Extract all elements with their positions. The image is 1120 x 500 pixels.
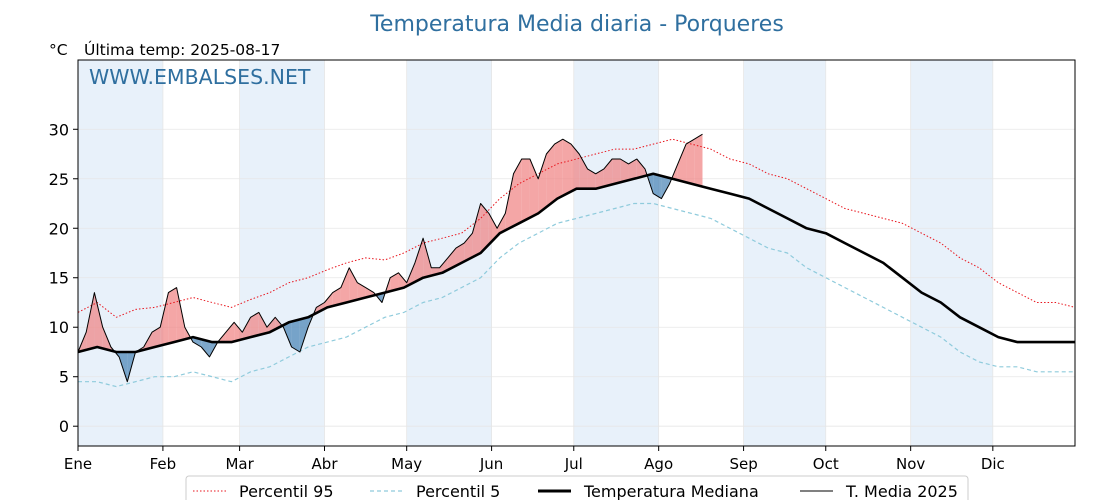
above-median-fill [447, 248, 456, 270]
above-median-fill [554, 139, 563, 201]
above-median-fill [234, 322, 243, 342]
above-median-fill [390, 272, 399, 292]
above-median-fill [340, 267, 350, 304]
above-median-fill [603, 158, 613, 187]
legend-p95-label: Percentil 95 [239, 482, 334, 500]
below-median-fill [201, 339, 210, 357]
above-median-fill [686, 139, 695, 185]
above-median-fill [168, 287, 177, 344]
above-median-fill [587, 168, 596, 189]
above-median-fill [242, 317, 251, 340]
y-tick-label: 20 [49, 219, 69, 238]
month-bands [78, 60, 993, 446]
above-median-fill [612, 158, 621, 185]
above-median-fill [628, 158, 637, 181]
p5-line [78, 202, 1075, 388]
x-tick-label-dic: Dic [981, 455, 1005, 473]
month-band-sep [743, 60, 826, 446]
legend-p5-label: Percentil 5 [416, 482, 500, 500]
above-median-fill [94, 292, 103, 349]
below-median-fill [291, 319, 300, 352]
above-median-fill [414, 238, 424, 282]
legend: Percentil 95 Percentil 5 Temperatura Med… [185, 475, 969, 500]
above-median-fill [571, 144, 580, 192]
x-tick-label-sep: Sep [729, 455, 757, 473]
below-median-fill [661, 175, 670, 199]
anomaly-fills [78, 134, 703, 382]
y-tick-label: 5 [59, 368, 69, 387]
chart-title: Temperatura Media diaria - Porqueres [369, 12, 784, 37]
last-temp-label: Última temp: 2025-08-17 [84, 40, 280, 59]
y-tick-label: 0 [59, 417, 69, 436]
plot-frame [77, 59, 1076, 447]
above-median-fill [398, 272, 407, 290]
above-median-fill [538, 154, 547, 214]
p95-line [77, 138, 1076, 318]
above-median-fill [86, 292, 95, 350]
above-median-fill [546, 144, 555, 208]
x-tick-label-ene: Ene [64, 455, 92, 473]
above-median-fill [579, 154, 588, 189]
above-median-fill [455, 243, 465, 266]
month-band-ene [78, 60, 163, 446]
above-median-fill [349, 267, 358, 302]
below-median-fill [653, 173, 662, 199]
grid-lines [77, 60, 1075, 446]
below-median-fill [299, 317, 309, 352]
x-tick-label-jun: Jun [479, 455, 503, 473]
y-tick-label: 30 [49, 120, 69, 139]
month-band-mar [239, 60, 325, 446]
above-median-fill [258, 312, 267, 336]
above-median-fill [151, 327, 161, 348]
above-median-fill [480, 203, 489, 253]
month-band-jul [573, 60, 659, 446]
x-axis: Ene Feb Mar Abr May Jun Jul Ago Sep Oct Nov Dic [64, 446, 1005, 473]
above-median-fill [513, 158, 522, 227]
unit-label: °C [49, 41, 68, 59]
x-tick-label-mar: Mar [225, 455, 254, 473]
legend-box [185, 475, 969, 500]
above-median-fill [160, 292, 169, 346]
above-median-fill [225, 322, 235, 343]
y-axis: 0 5 10 15 20 25 30 [49, 120, 78, 436]
above-median-fill [316, 302, 325, 314]
below-median-fill [283, 321, 292, 348]
x-tick-label-oct: Oct [813, 455, 839, 473]
above-median-fill [694, 134, 703, 187]
y-tick-label: 10 [49, 318, 69, 337]
above-median-fill [620, 158, 629, 183]
above-median-fill [423, 238, 432, 278]
legend-2025-label: T. Media 2025 [845, 482, 958, 500]
legend-median-label: Temperatura Mediana [583, 482, 759, 500]
x-tick-label-may: May [391, 455, 422, 473]
above-median-fill [521, 158, 530, 222]
media-2025-line [77, 133, 703, 383]
above-median-fill [562, 139, 572, 196]
x-tick-label-jul: Jul [564, 455, 583, 473]
above-median-fill [677, 144, 687, 183]
x-tick-label-abr: Abr [312, 455, 339, 473]
x-tick-label-nov: Nov [896, 455, 925, 473]
above-median-fill [324, 292, 333, 309]
watermark-text: WWW.EMBALSES.NET [89, 65, 311, 89]
above-median-fill [472, 203, 481, 258]
y-tick-label: 15 [49, 269, 69, 288]
x-tick-label-feb: Feb [150, 455, 177, 473]
above-median-fill [176, 287, 185, 342]
above-median-fill [529, 158, 539, 218]
above-median-fill [464, 233, 473, 262]
x-tick-label-ago: Ago [644, 455, 673, 473]
month-band-nov [910, 60, 993, 446]
median-line [77, 172, 1075, 354]
series-lines [77, 133, 1076, 388]
above-median-fill [332, 287, 341, 307]
above-median-fill [636, 158, 645, 179]
above-median-fill [250, 312, 259, 338]
y-tick-label: 25 [49, 170, 69, 189]
above-median-fill [595, 168, 604, 189]
above-median-fill [505, 173, 514, 231]
